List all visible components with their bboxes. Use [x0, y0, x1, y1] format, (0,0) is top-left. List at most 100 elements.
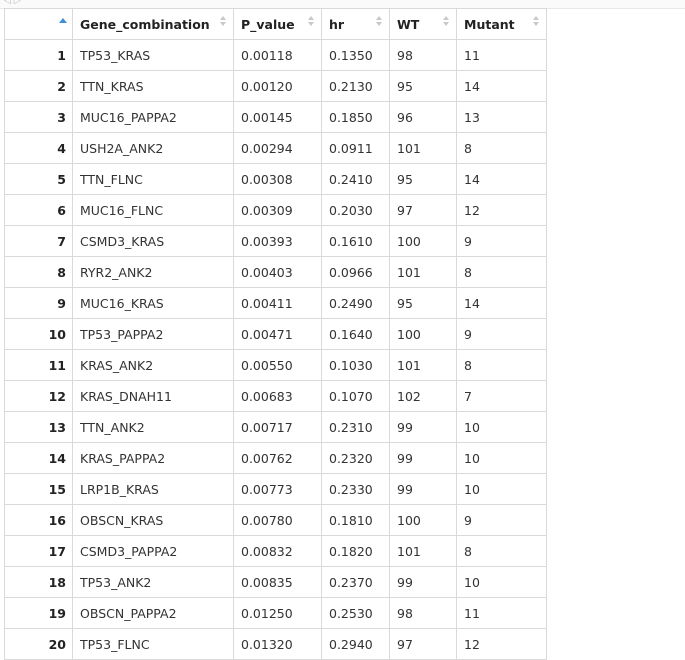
row-number: 6: [4, 194, 73, 226]
column-header-label: hr: [329, 16, 345, 32]
column-header-label: WT: [397, 16, 420, 32]
hr-cell: 0.2490: [321, 287, 390, 319]
row-number: 20: [4, 628, 73, 660]
table-row: 6 MUC16_FLNC 0.00309 0.2030 97 12: [4, 194, 547, 226]
hr-cell: 0.1070: [321, 380, 390, 412]
gene-combination-cell: TP53_PAPPA2: [72, 318, 234, 350]
mutant-cell: 8: [456, 535, 547, 567]
p-value-cell: 0.00471: [233, 318, 322, 350]
sort-both-icon[interactable]: [220, 16, 227, 28]
hr-cell: 0.0911: [321, 132, 390, 164]
mutant-cell: 11: [456, 597, 547, 629]
table-row: 1 TP53_KRAS 0.00118 0.1350 98 11: [4, 39, 547, 71]
p-value-cell: 0.00835: [233, 566, 322, 598]
table-row: 7 CSMD3_KRAS 0.00393 0.1610 100 9: [4, 225, 547, 257]
wt-cell: 99: [389, 566, 457, 598]
sort-both-icon[interactable]: [308, 16, 315, 28]
p-value-cell: 0.00773: [233, 473, 322, 505]
table-row: 14 KRAS_PAPPA2 0.00762 0.2320 99 10: [4, 442, 547, 474]
column-header-hr[interactable]: hr: [321, 8, 390, 40]
p-value-cell: 0.00308: [233, 163, 322, 195]
mutant-cell: 8: [456, 349, 547, 381]
p-value-cell: 0.00120: [233, 70, 322, 102]
column-header-wt[interactable]: WT: [389, 8, 457, 40]
table-row: 5 TTN_FLNC 0.00308 0.2410 95 14: [4, 163, 547, 195]
wt-cell: 101: [389, 256, 457, 288]
column-header-gene-combination[interactable]: Gene_combination: [72, 8, 234, 40]
mutant-cell: 9: [456, 318, 547, 350]
wt-cell: 98: [389, 597, 457, 629]
mutant-cell: 8: [456, 132, 547, 164]
hr-cell: 0.0966: [321, 256, 390, 288]
row-number: 2: [4, 70, 73, 102]
wt-cell: 100: [389, 504, 457, 536]
row-number: 3: [4, 101, 73, 133]
row-index-header[interactable]: [4, 8, 73, 40]
hr-cell: 0.2330: [321, 473, 390, 505]
row-number: 1: [4, 39, 73, 71]
row-number: 7: [4, 225, 73, 257]
row-number: 8: [4, 256, 73, 288]
row-number: 15: [4, 473, 73, 505]
gene-combination-cell: MUC16_FLNC: [72, 194, 234, 226]
nav-arrows-icon[interactable]: ◁ ▷: [4, 0, 21, 6]
table-row: 3 MUC16_PAPPA2 0.00145 0.1850 96 13: [4, 101, 547, 133]
gene-combination-cell: CSMD3_PAPPA2: [72, 535, 234, 567]
mutant-cell: 14: [456, 70, 547, 102]
column-header-label: Mutant: [464, 16, 515, 32]
gene-combination-cell: OBSCN_PAPPA2: [72, 597, 234, 629]
hr-cell: 0.1030: [321, 349, 390, 381]
row-number: 9: [4, 287, 73, 319]
gene-combination-cell: MUC16_PAPPA2: [72, 101, 234, 133]
hr-cell: 0.1820: [321, 535, 390, 567]
wt-cell: 101: [389, 132, 457, 164]
gene-combination-cell: RYR2_ANK2: [72, 256, 234, 288]
row-number: 14: [4, 442, 73, 474]
sort-ascending-icon[interactable]: [59, 18, 67, 23]
gene-combination-cell: KRAS_DNAH11: [72, 380, 234, 412]
table-row: 13 TTN_ANK2 0.00717 0.2310 99 10: [4, 411, 547, 443]
row-number: 16: [4, 504, 73, 536]
table-row: 10 TP53_PAPPA2 0.00471 0.1640 100 9: [4, 318, 547, 350]
hr-cell: 0.2030: [321, 194, 390, 226]
p-value-cell: 0.00294: [233, 132, 322, 164]
gene-combination-cell: LRP1B_KRAS: [72, 473, 234, 505]
table-row: 9 MUC16_KRAS 0.00411 0.2490 95 14: [4, 287, 547, 319]
wt-cell: 99: [389, 473, 457, 505]
wt-cell: 97: [389, 194, 457, 226]
wt-cell: 97: [389, 628, 457, 660]
row-number: 19: [4, 597, 73, 629]
wt-cell: 99: [389, 411, 457, 443]
wt-cell: 101: [389, 535, 457, 567]
gene-combination-cell: TTN_ANK2: [72, 411, 234, 443]
p-value-cell: 0.00717: [233, 411, 322, 443]
sort-both-icon[interactable]: [376, 16, 383, 28]
sort-both-icon[interactable]: [533, 16, 540, 28]
table-row: 2 TTN_KRAS 0.00120 0.2130 95 14: [4, 70, 547, 102]
wt-cell: 101: [389, 349, 457, 381]
sort-both-icon[interactable]: [443, 16, 450, 28]
wt-cell: 100: [389, 225, 457, 257]
p-value-cell: 0.00550: [233, 349, 322, 381]
gene-combination-cell: TP53_ANK2: [72, 566, 234, 598]
column-header-mutant[interactable]: Mutant: [456, 8, 547, 40]
row-number: 10: [4, 318, 73, 350]
row-number: 13: [4, 411, 73, 443]
row-number: 17: [4, 535, 73, 567]
gene-combination-cell: KRAS_ANK2: [72, 349, 234, 381]
table-row: 4 USH2A_ANK2 0.00294 0.0911 101 8: [4, 132, 547, 164]
hr-cell: 0.2940: [321, 628, 390, 660]
mutant-cell: 12: [456, 194, 547, 226]
p-value-cell: 0.00762: [233, 442, 322, 474]
hr-cell: 0.1350: [321, 39, 390, 71]
gene-combination-cell: OBSCN_KRAS: [72, 504, 234, 536]
column-header-p-value[interactable]: P_value: [233, 8, 322, 40]
row-number: 11: [4, 349, 73, 381]
gene-combination-cell: KRAS_PAPPA2: [72, 442, 234, 474]
wt-cell: 98: [389, 39, 457, 71]
mutant-cell: 10: [456, 411, 547, 443]
wt-cell: 95: [389, 287, 457, 319]
hr-cell: 0.1850: [321, 101, 390, 133]
p-value-cell: 0.01250: [233, 597, 322, 629]
gene-combination-cell: USH2A_ANK2: [72, 132, 234, 164]
